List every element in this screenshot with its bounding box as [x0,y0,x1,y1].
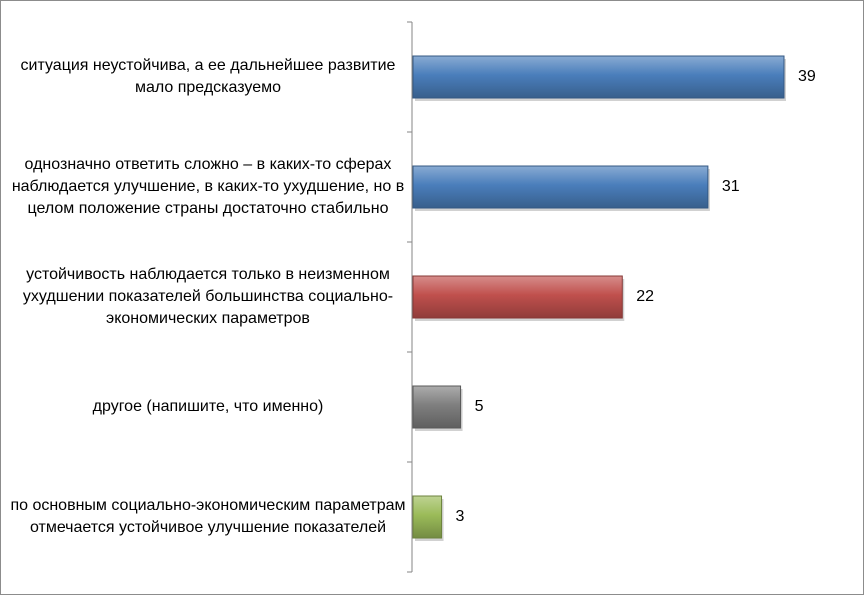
value-label-0: 39 [798,68,816,85]
bar-3 [412,385,462,429]
value-label-3: 5 [474,398,484,415]
bar-0 [412,55,785,99]
bar-4 [412,495,443,539]
category-label-0: ситуация неустойчива, а ее дальнейшее ра… [20,57,396,96]
bar-2 [412,275,623,319]
category-label-1: однозначно ответить сложно – в каких-то … [11,156,405,217]
category-label-3: другое (напишите, что именно) [92,398,324,415]
bar-1 [412,165,709,209]
category-label-4: по основным социально-экономическим пара… [10,497,406,536]
category-label-2: устойчивость наблюдается только в неизме… [22,266,394,327]
value-label-2: 22 [636,288,655,305]
value-label-4: 3 [455,508,465,525]
value-label-1: 31 [721,178,740,195]
